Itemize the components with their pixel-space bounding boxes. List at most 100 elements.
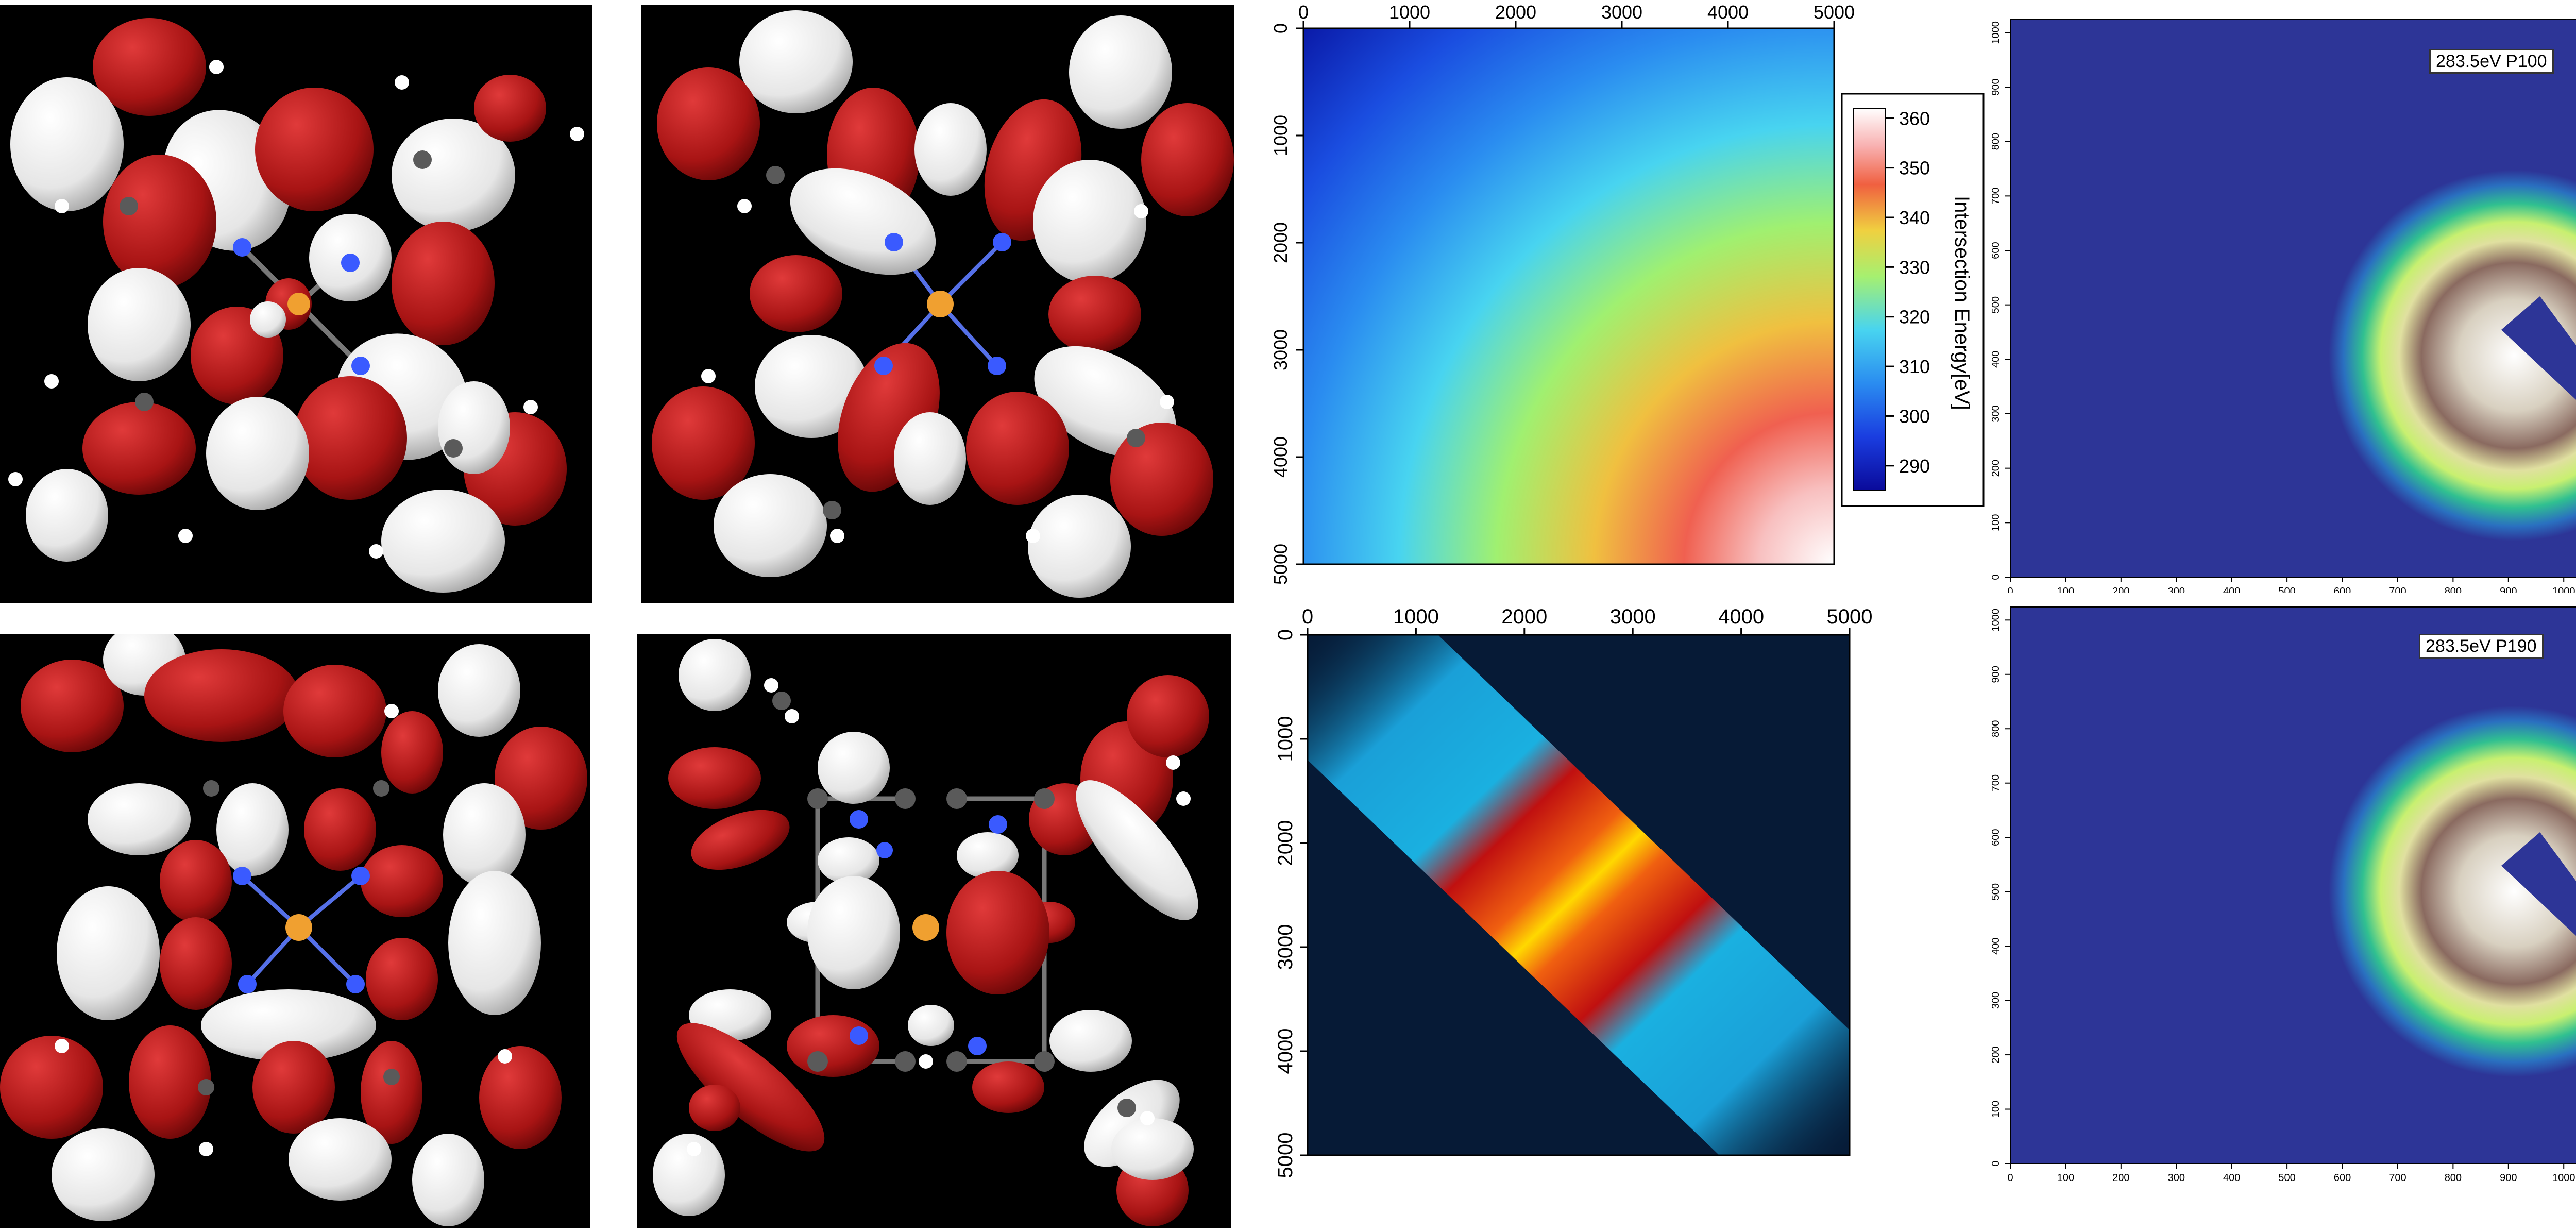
diagonal-y-label: 4000 — [1274, 1028, 1297, 1074]
detector-x-tick-label: 1000 — [2552, 586, 2575, 593]
intersection-energy-y-label: 0 — [1270, 23, 1291, 33]
detector-p190-x-ticks: 0 100 200 300 400 500 600 700 800 900 1000 — [2007, 1163, 2575, 1184]
detector-x-tick-label: 500 — [2278, 1172, 2295, 1184]
detector-y-tick-label: 300 — [1990, 992, 2002, 1009]
diagonal-y-label: 5000 — [1274, 1133, 1297, 1178]
orbital-panel-bottom-right — [637, 634, 1231, 1228]
detector-y-tick-label: 200 — [1990, 1046, 2002, 1063]
detector-y-tick-label: 200 — [1990, 460, 2002, 477]
colorbar-tick-label: 290 — [1899, 456, 1930, 477]
intersection-energy-x-label: 3000 — [1601, 2, 1642, 23]
detector-p100-y-ticks: 0 100 200 300 400 500 600 700 800 900 1000 — [1990, 21, 2010, 580]
detector-y-tick-label: 1000 — [1990, 21, 2002, 44]
molecular-orbital-icon — [652, 10, 1234, 598]
detector-x-tick-label: 600 — [2334, 1172, 2351, 1184]
intersection-energy-x-ticks: 0 1000 2000 3000 4000 5000 — [1298, 2, 1855, 28]
intersection-energy-y-label: 2000 — [1270, 222, 1291, 263]
colorbar-tick-label: 360 — [1899, 108, 1930, 129]
diagonal-y-label: 2000 — [1274, 820, 1297, 866]
detector-x-tick-label: 0 — [2007, 586, 2013, 593]
detector-x-tick-label: 0 — [2007, 1172, 2013, 1184]
intersection-energy-y-label: 3000 — [1270, 329, 1291, 370]
colorbar-tick-label: 340 — [1899, 207, 1930, 228]
molecular-orbital-icon — [8, 18, 584, 593]
detector-label-p100: 283.5eV P100 — [2429, 49, 2554, 74]
detector-y-tick-label: 800 — [1990, 720, 2002, 737]
intersection-energy-chart: 0 1000 2000 3000 4000 5000 0 1000 2000 3000 4000 5… — [1270, 2, 1985, 585]
detector-y-tick-label: 900 — [1990, 78, 2002, 95]
detector-y-tick-label: 100 — [1990, 514, 2002, 531]
orbital-panel-top-right — [641, 5, 1234, 603]
detector-x-tick-label: 100 — [2057, 1172, 2074, 1184]
colorbar — [1853, 108, 1886, 491]
detector-y-tick-label: 400 — [1990, 351, 2002, 368]
detector-x-tick-label: 700 — [2389, 1172, 2406, 1184]
detector-x-tick-label: 900 — [2500, 1172, 2517, 1184]
detector-x-tick-label: 700 — [2389, 586, 2406, 593]
detector-y-tick-label: 800 — [1990, 133, 2002, 150]
diagonal-correlation-chart: 0 1000 2000 3000 4000 5000 0 1000 2000 3000 4000 5… — [1274, 605, 1873, 1178]
diagonal-y-label: 1000 — [1274, 716, 1297, 762]
intersection-energy-x-label: 2000 — [1495, 2, 1536, 23]
molecular-orbital-icon — [0, 634, 587, 1226]
detector-y-tick-label: 400 — [1990, 937, 2002, 954]
detector-y-tick-label: 0 — [1990, 574, 2002, 580]
detector-y-tick-label: 500 — [1990, 296, 2002, 313]
diagonal-y-label: 0 — [1274, 629, 1297, 640]
intersection-energy-plot-area — [1303, 28, 1834, 564]
detector-y-tick-label: 0 — [1990, 1160, 2002, 1166]
detector-x-tick-label: 800 — [2445, 1172, 2462, 1184]
detector-x-tick-label: 600 — [2334, 586, 2351, 593]
detector-y-tick-label: 100 — [1990, 1101, 2002, 1118]
detector-panel-p100: 0 100 200 300 400 500 600 700 800 900 1000 0 100 200… — [1978, 0, 2576, 597]
diagonal-x-label: 1000 — [1393, 605, 1439, 628]
diagonal-band — [1308, 635, 1850, 1155]
intersection-energy-x-label: 0 — [1298, 2, 1309, 23]
intersection-energy-x-label: 5000 — [1814, 2, 1855, 23]
detector-p190-y-ticks: 0 100 200 300 400 500 600 700 800 900 1000 — [1990, 609, 2010, 1167]
intersection-energy-y-ticks: 0 1000 2000 3000 4000 5000 — [1270, 23, 1303, 585]
diagonal-y-ticks: 0 1000 2000 3000 4000 5000 — [1274, 629, 1308, 1178]
orbital-panel-top-left — [0, 5, 592, 603]
molecular-orbital-icon — [653, 639, 1209, 1226]
colorbar-label: Intersection Energy[eV] — [1951, 196, 1973, 410]
intersection-energy-x-label: 1000 — [1389, 2, 1430, 23]
diagonal-x-label: 2000 — [1501, 605, 1547, 628]
detector-x-tick-label: 900 — [2500, 586, 2517, 593]
colorbar-tick-label: 320 — [1899, 307, 1930, 328]
diagonal-x-label: 3000 — [1610, 605, 1656, 628]
detector-x-tick-label: 300 — [2168, 586, 2185, 593]
diagonal-x-label: 4000 — [1718, 605, 1764, 628]
intersection-energy-y-label: 4000 — [1270, 436, 1291, 478]
detector-label-p190: 283.5eV P190 — [2419, 634, 2544, 659]
detector-x-tick-label: 200 — [2112, 586, 2129, 593]
detector-y-tick-label: 600 — [1990, 829, 2002, 846]
detector-x-tick-label: 400 — [2223, 586, 2240, 593]
diagonal-x-ticks: 0 1000 2000 3000 4000 5000 — [1302, 605, 1873, 635]
detector-y-tick-label: 700 — [1990, 188, 2002, 205]
colorbar-tick-label: 350 — [1899, 158, 1930, 179]
detector-x-tick-label: 400 — [2223, 1172, 2240, 1184]
detector-y-tick-label: 600 — [1990, 242, 2002, 259]
intersection-energy-y-label: 1000 — [1270, 115, 1291, 156]
diagonal-x-label: 5000 — [1827, 605, 1873, 628]
colorbar-tick-label: 300 — [1899, 406, 1930, 427]
detector-p100-x-ticks: 0 100 200 300 400 500 600 700 800 900 1000 — [2007, 577, 2575, 597]
detector-x-tick-label: 300 — [2168, 1172, 2185, 1184]
orbital-panel-bottom-left — [0, 634, 590, 1228]
detector-image-p190: 0 100 200 300 400 500 600 700 800 900 1000 0 100 200… — [1990, 606, 2576, 1184]
diagonal-x-label: 0 — [1302, 605, 1313, 628]
colorbar-tick-label: 310 — [1899, 356, 1930, 377]
intersection-energy-x-label: 4000 — [1707, 2, 1749, 23]
colorbar-ticks: 290 300 310 320 330 340 350 360 — [1886, 108, 1930, 477]
detector-y-tick-label: 900 — [1990, 666, 2002, 683]
detector-x-tick-label: 500 — [2278, 586, 2295, 593]
detector-x-tick-label: 1000 — [2552, 1172, 2575, 1184]
detector-y-tick-label: 300 — [1990, 405, 2002, 422]
colorbar-tick-label: 330 — [1899, 257, 1930, 278]
detector-x-tick-label: 100 — [2057, 586, 2074, 593]
detector-x-tick-label: 200 — [2112, 1172, 2129, 1184]
diagonal-y-label: 3000 — [1274, 924, 1297, 970]
detector-y-tick-label: 700 — [1990, 774, 2002, 791]
intersection-energy-y-label: 5000 — [1270, 544, 1291, 585]
